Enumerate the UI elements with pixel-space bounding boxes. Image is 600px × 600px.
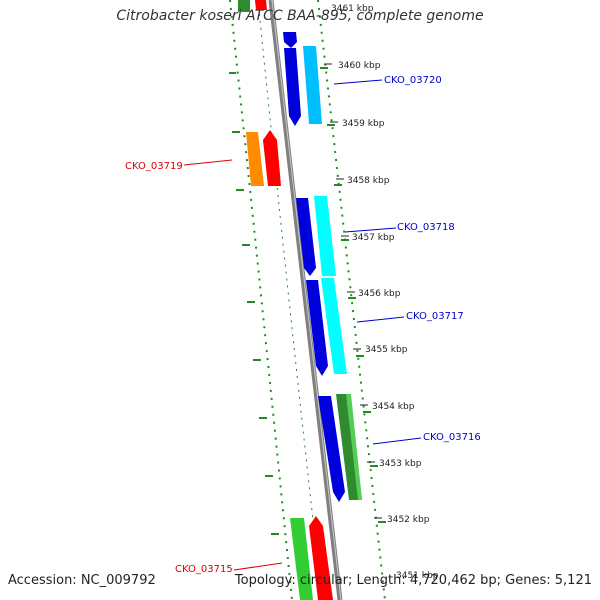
genome-backbone xyxy=(268,0,343,600)
gene-cko-03720[interactable] xyxy=(284,46,322,126)
genome-summary-text: Topology: circular; Length: 4,720,462 bp… xyxy=(234,573,592,588)
inner-dotted-track xyxy=(257,0,323,600)
tick-label: 3461 kbp xyxy=(331,4,374,14)
tick-label: 3454 kbp xyxy=(372,402,415,412)
gene-label-cko-03719[interactable]: CKO_03719 xyxy=(125,161,183,172)
gene-label-cko-03715[interactable]: CKO_03715 xyxy=(175,564,233,575)
gene-label-cko-03718[interactable]: CKO_03718 xyxy=(397,222,455,233)
gene-cko-03718[interactable] xyxy=(296,196,336,276)
gene-cko-03719[interactable] xyxy=(246,130,281,186)
accession-text: Accession: NC_009792 xyxy=(8,573,156,588)
gene-cko-03717[interactable] xyxy=(306,278,347,376)
gene-top-partial xyxy=(238,0,297,48)
gene-cko-03716[interactable] xyxy=(318,394,362,502)
tick-label: 3458 kbp xyxy=(347,176,390,186)
gc-dashes xyxy=(229,67,386,535)
label-leaders xyxy=(183,79,422,571)
gene-cko-03715[interactable] xyxy=(290,516,333,600)
gene-label-cko-03717[interactable]: CKO_03717 xyxy=(406,311,464,322)
tick-label: 3459 kbp xyxy=(342,119,385,129)
map-title: Citrobacter koseri ATCC BAA-895, complet… xyxy=(116,8,484,24)
tick-label: 3460 kbp xyxy=(338,61,381,71)
kbp-tick-marks xyxy=(324,63,382,519)
gene-label-cko-03720[interactable]: CKO_03720 xyxy=(384,75,442,86)
tick-label: 3456 kbp xyxy=(358,289,401,299)
gene-label-cko-03716[interactable]: CKO_03716 xyxy=(423,432,481,443)
tick-label: 3453 kbp xyxy=(379,459,422,469)
tick-label: 3457 kbp xyxy=(352,233,395,243)
tick-label: 3455 kbp xyxy=(365,345,408,355)
genome-backbone-highlight xyxy=(271,0,342,600)
tick-label: 3452 kbp xyxy=(387,515,430,525)
tick-label: 3451 kbp xyxy=(396,571,439,581)
